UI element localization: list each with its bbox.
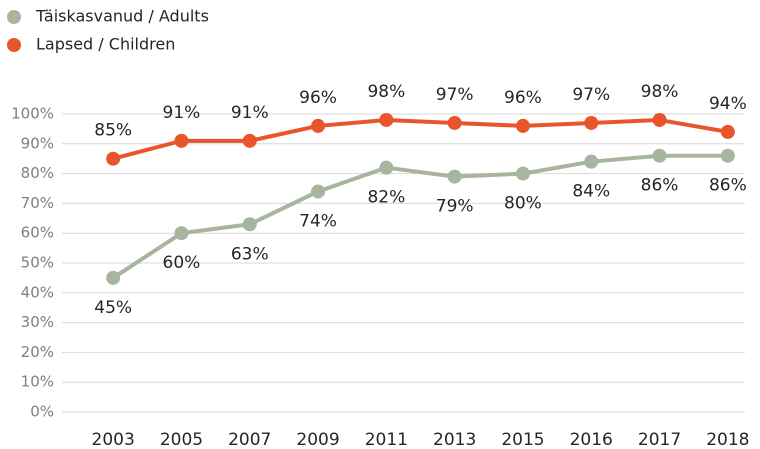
data-point [720, 124, 735, 139]
data-point [174, 133, 189, 148]
data-point [447, 115, 462, 130]
data-label: 96% [504, 88, 542, 108]
data-point [720, 148, 735, 163]
data-point [379, 160, 394, 175]
x-tick-label: 2017 [638, 430, 681, 449]
y-tick-label: 90% [21, 134, 54, 152]
y-tick-label: 30% [21, 313, 54, 331]
x-tick-label: 2018 [706, 430, 749, 449]
x-tick-label: 2007 [228, 430, 271, 449]
y-tick-label: 100% [11, 105, 54, 123]
series-line [112, 117, 729, 161]
data-label: 98% [641, 82, 679, 102]
y-tick-label: 60% [21, 224, 54, 242]
data-label: 60% [163, 253, 201, 273]
data-point [584, 115, 599, 130]
data-label: 85% [94, 121, 132, 141]
data-point [379, 112, 394, 127]
data-point [106, 270, 121, 285]
data-point [515, 118, 530, 133]
data-label: 82% [367, 188, 405, 208]
data-label: 94% [709, 94, 747, 114]
data-label: 86% [709, 176, 747, 196]
y-tick-label: 20% [21, 343, 54, 361]
data-point [311, 184, 326, 199]
data-point [242, 133, 257, 148]
x-tick-label: 2009 [296, 430, 339, 449]
legend-marker [7, 38, 21, 52]
y-tick-label: 40% [21, 283, 54, 301]
x-tick-label: 2016 [570, 430, 613, 449]
y-tick-label: 10% [21, 373, 54, 391]
data-point [584, 154, 599, 169]
data-label: 80% [504, 194, 542, 214]
x-tick-label: 2015 [501, 430, 544, 449]
data-label: 63% [231, 244, 269, 264]
data-label: 74% [299, 211, 337, 231]
data-point [652, 112, 667, 127]
data-label: 97% [572, 85, 610, 105]
data-point [652, 148, 667, 163]
legend-marker [7, 10, 21, 24]
y-tick-label: 50% [21, 254, 54, 272]
data-label: 97% [436, 85, 474, 105]
data-label: 79% [436, 197, 474, 217]
x-tick-label: 2003 [92, 430, 135, 449]
data-label: 98% [367, 82, 405, 102]
data-point [174, 226, 189, 241]
data-label: 45% [94, 298, 132, 318]
data-label: 96% [299, 88, 337, 108]
series-line [112, 153, 728, 280]
legend-label: Lapsed / Children [36, 35, 175, 54]
data-label: 86% [641, 176, 679, 196]
data-point [515, 166, 530, 181]
data-point [106, 151, 121, 166]
y-tick-label: 80% [21, 164, 54, 182]
data-point [311, 118, 326, 133]
data-label: 91% [231, 103, 269, 123]
data-point [242, 217, 257, 232]
data-label: 91% [163, 103, 201, 123]
x-tick-label: 2011 [365, 430, 408, 449]
y-tick-label: 70% [21, 194, 54, 212]
data-point [447, 169, 462, 184]
data-label: 84% [572, 182, 610, 202]
legend-label: Täiskasvanud / Adults [35, 7, 209, 26]
x-tick-label: 2005 [160, 430, 203, 449]
x-tick-label: 2013 [433, 430, 476, 449]
y-tick-label: 0% [30, 403, 54, 421]
